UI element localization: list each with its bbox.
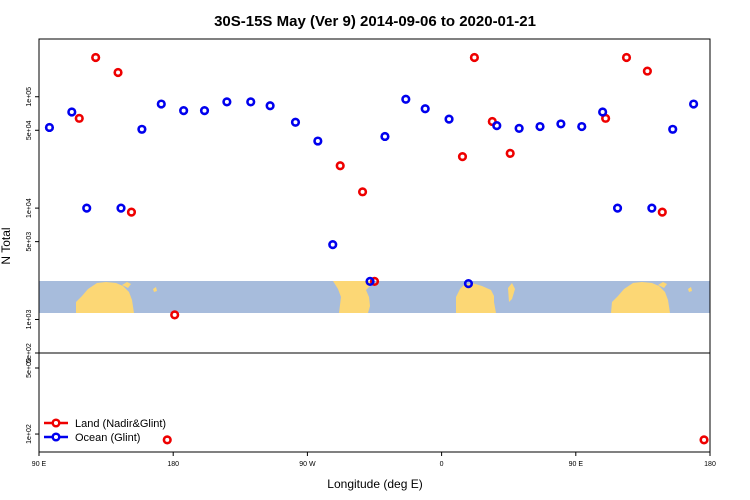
- x-tick-label: 0: [440, 461, 444, 468]
- ocean-point: [598, 107, 608, 117]
- x-tick-label: 180: [704, 461, 716, 468]
- land-point: [91, 52, 101, 63]
- y-tick-label: 5e+02: [26, 343, 33, 363]
- ocean-point: [492, 121, 502, 131]
- y-tick-label: 5e+04: [26, 120, 33, 140]
- ocean-point: [444, 114, 454, 124]
- ocean-point: [290, 117, 301, 127]
- x-axis-ticks: 90 E 180 90 W 0 90 E 180: [32, 452, 716, 468]
- legend-item-ocean: Ocean (Glint): [44, 432, 140, 444]
- x-axis-label: Longitude (deg E): [327, 477, 422, 491]
- ocean-point: [612, 203, 623, 213]
- land-point: [657, 207, 667, 217]
- y-tick-label: 5e+02: [26, 358, 33, 378]
- ocean-point: [365, 276, 375, 286]
- land-point: [335, 161, 345, 171]
- y-tick-label: 1e+02: [26, 424, 33, 444]
- legend-label-ocean: Ocean (Glint): [75, 432, 140, 444]
- y-tick-label: 1e+04: [26, 198, 33, 218]
- ocean-point: [265, 101, 275, 111]
- map-land-1: [122, 282, 131, 288]
- land-point: [369, 276, 380, 286]
- ocean-point: [82, 203, 92, 213]
- legend: Land (Nadir&Glint) Ocean (Glint): [44, 418, 166, 444]
- map-land-6: [658, 282, 667, 288]
- map-land-3: [456, 283, 496, 313]
- ocean-point: [577, 121, 587, 132]
- legend-item-land: Land (Nadir&Glint): [44, 418, 166, 430]
- ocean-point: [137, 124, 147, 134]
- land-point: [113, 67, 123, 78]
- ocean-point: [116, 203, 126, 213]
- ocean-point: [463, 278, 474, 289]
- ocean-point: [647, 203, 657, 213]
- land-point: [357, 187, 368, 197]
- ocean-point: [44, 122, 55, 133]
- land-point: [170, 310, 180, 320]
- land-point: [469, 52, 480, 63]
- land-point: [457, 152, 468, 162]
- land-point: [162, 435, 172, 445]
- legend-marker-ocean: [51, 432, 61, 442]
- x-tick-label: 90 E: [569, 461, 584, 468]
- ocean-point: [556, 119, 566, 129]
- x-tick-label: 90 E: [32, 461, 47, 468]
- ocean-point: [514, 123, 524, 133]
- map-land-8: [688, 287, 692, 292]
- land-point: [699, 435, 709, 445]
- map-land-7: [153, 287, 157, 292]
- land-point: [642, 66, 652, 76]
- map-ocean: [39, 281, 710, 313]
- ocean-point: [67, 107, 77, 117]
- land-point: [74, 113, 84, 123]
- map-land-0: [76, 282, 134, 313]
- y-tick-label: 5e+03: [26, 232, 33, 252]
- ocean-point: [179, 106, 189, 116]
- legend-marker-land: [51, 418, 61, 428]
- ocean-point: [535, 121, 545, 132]
- ocean-point: [199, 106, 210, 116]
- y-axis-label: N Total: [0, 227, 13, 264]
- ocean-point: [156, 99, 166, 109]
- x-tick-label: 180: [167, 461, 179, 468]
- land-point: [126, 207, 137, 217]
- ocean-point: [246, 97, 256, 107]
- land-point: [621, 52, 632, 63]
- y-tick-label: 1e+03: [26, 310, 33, 330]
- x-tick-label: 90 W: [299, 461, 316, 468]
- background-map: [39, 281, 710, 313]
- lower-plot-frame: [38, 352, 711, 453]
- y-axis-ticks: 5e+02 1e+03 5e+03 1e+04 5e+04 1e+05 1e+02 5e+02: [26, 87, 39, 444]
- legend-label-land: Land (Nadir&Glint): [75, 418, 166, 430]
- map-land-5: [611, 282, 670, 313]
- ocean-point: [688, 99, 699, 109]
- ocean-point: [328, 240, 338, 250]
- ocean-point: [222, 97, 232, 107]
- map-land-2: [333, 281, 374, 313]
- land-point: [505, 148, 515, 158]
- ocean-point: [401, 94, 411, 104]
- ocean-point: [668, 124, 678, 134]
- data-points: [44, 52, 709, 445]
- map-land-4: [508, 283, 515, 302]
- ocean-point: [420, 104, 430, 114]
- ocean-point: [380, 131, 390, 142]
- ocean-point: [313, 136, 323, 146]
- y-tick-label: 1e+05: [26, 87, 33, 107]
- chart-title: 30S-15S May (Ver 9) 2014-09-06 to 2020-0…: [214, 13, 536, 30]
